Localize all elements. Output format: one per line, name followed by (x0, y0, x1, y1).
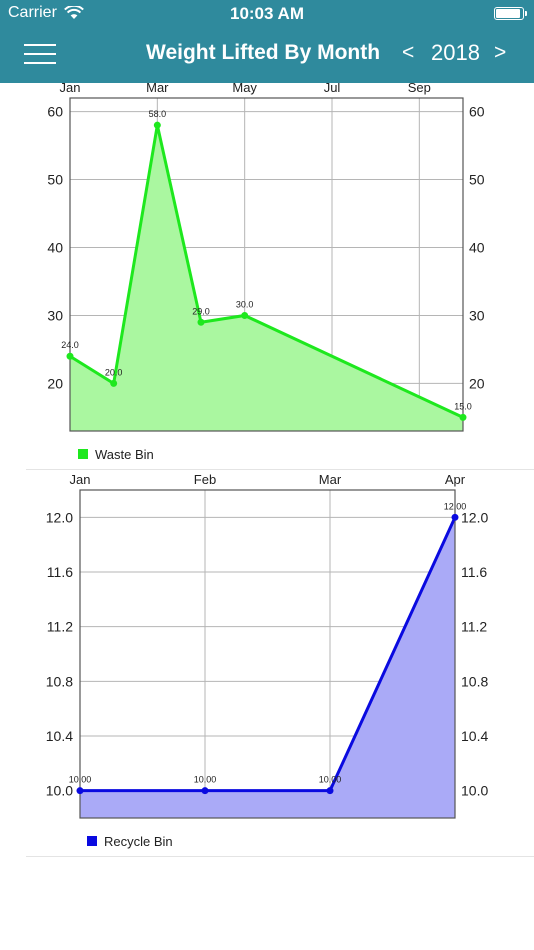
data-point (451, 513, 459, 521)
chart-divider (26, 469, 534, 470)
y-tick-label-right: 50 (469, 172, 485, 188)
x-tick-label: Jan (70, 472, 91, 487)
y-tick-label-left: 12.0 (46, 509, 73, 525)
y-tick-label-left: 11.2 (47, 619, 73, 635)
legend-label: Waste Bin (95, 447, 154, 462)
data-point (459, 413, 467, 421)
y-tick-label-right: 40 (469, 240, 485, 256)
x-tick-label: Jul (324, 83, 341, 95)
x-tick-label: Sep (408, 83, 431, 95)
data-label: 10.00 (319, 775, 342, 785)
y-tick-label-right: 11.2 (461, 619, 487, 635)
data-label: 30.0 (236, 299, 254, 309)
recycle-bin-chart: 10.00 10.00 10.00 12.00 Jan Feb Mar Apr 10.0 10.0… (46, 472, 489, 849)
series-area (80, 517, 455, 818)
x-tick-label: Mar (146, 83, 169, 95)
series-area (70, 125, 463, 432)
data-point (201, 787, 209, 795)
data-point (326, 787, 334, 795)
y-tick-label-left: 60 (47, 104, 63, 120)
data-point (110, 379, 118, 387)
data-point (241, 311, 249, 319)
x-tick-label: Apr (445, 472, 466, 487)
prev-year-button[interactable]: < (402, 41, 415, 64)
page-title: Weight Lifted By Month (146, 41, 381, 64)
waste-bin-chart: 24.0 20.0 58.0 29.0 30.0 15.0 Jan Mar May Jul Sep 2… (47, 83, 485, 462)
data-point (153, 121, 161, 129)
y-tick-label-right: 60 (469, 104, 485, 120)
data-label: 20.0 (105, 367, 123, 377)
data-point (76, 787, 84, 795)
plot-frame (79, 489, 456, 819)
data-label: 12.00 (444, 501, 467, 511)
carrier-label: Carrier (8, 4, 57, 21)
x-tick-label: May (232, 83, 257, 95)
y-tick-label-left: 10.4 (46, 728, 73, 744)
nav-header: Carrier 10:03 AM Weight Lifted By Month … (0, 0, 534, 83)
y-tick-label-right: 30 (469, 307, 485, 323)
y-tick-label-right: 10.4 (461, 728, 488, 744)
x-tick-label: Mar (319, 472, 342, 487)
y-tick-label-left: 40 (47, 240, 63, 256)
y-tick-label-right: 12.0 (461, 509, 488, 525)
x-tick-label: Jan (60, 83, 81, 95)
series-line (69, 124, 464, 419)
y-tick-label-left: 50 (47, 172, 63, 188)
data-point (197, 318, 205, 326)
y-tick-label-right: 11.6 (461, 564, 487, 580)
y-tick-label-right: 20 (469, 375, 485, 391)
y-tick-label-left: 10.0 (46, 783, 73, 799)
legend-label: Recycle Bin (104, 834, 173, 849)
data-label: 10.00 (194, 775, 217, 785)
x-tick-label: Feb (194, 472, 216, 487)
wifi-icon (64, 6, 84, 19)
legend-swatch (78, 449, 88, 459)
y-tick-label-left: 20 (47, 375, 63, 391)
y-tick-label-left: 10.8 (46, 673, 73, 689)
year-label: 2018 (431, 40, 480, 65)
y-tick-label-left: 11.6 (47, 564, 73, 580)
plot-frame (69, 97, 464, 432)
next-year-button[interactable]: > (494, 41, 507, 64)
chart-divider (26, 856, 534, 857)
data-point (66, 352, 74, 360)
menu-button[interactable] (24, 40, 56, 66)
y-tick-label-right: 10.8 (461, 673, 488, 689)
data-label: 10.00 (69, 775, 92, 785)
data-label: 29.0 (192, 306, 210, 316)
battery-icon (494, 7, 527, 20)
series-line (80, 516, 457, 793)
y-tick-label-right: 10.0 (461, 783, 488, 799)
clock: 10:03 AM (229, 4, 304, 23)
data-label: 24.0 (61, 340, 79, 350)
data-label: 15.0 (454, 401, 472, 411)
legend-swatch (87, 836, 97, 846)
data-label: 58.0 (149, 109, 167, 119)
y-tick-label-left: 30 (47, 307, 63, 323)
